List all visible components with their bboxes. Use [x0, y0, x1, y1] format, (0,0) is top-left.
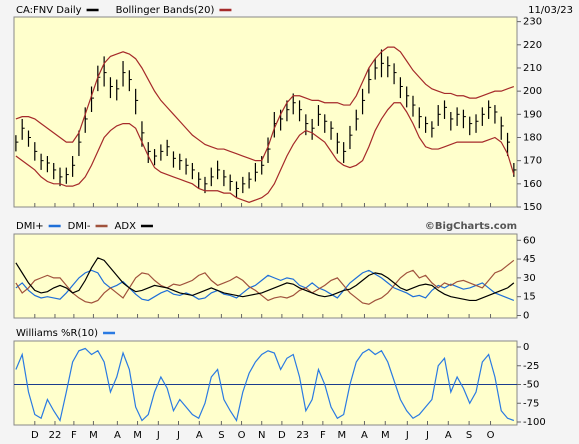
y-tick-label: 220 — [523, 40, 542, 51]
legend-label: CA:FNV Daily — [16, 5, 82, 16]
x-tick-label: F — [320, 430, 326, 441]
chart-date: 11/03/23 — [528, 5, 573, 16]
legend-label: DMI+ — [16, 221, 44, 232]
series-line — [15, 269, 515, 302]
y-tick-label: -50 — [523, 380, 539, 391]
x-tick-label: M — [337, 430, 346, 441]
x-tick-label: 23 — [296, 430, 309, 441]
legend-label: ADX — [115, 221, 137, 232]
y-tick-label: -100 — [523, 417, 546, 428]
panel — [13, 16, 518, 208]
y-tick-label: 15 — [523, 292, 536, 303]
x-tick-label: N — [258, 430, 265, 441]
y-tick-label: 180 — [523, 132, 542, 143]
x-tick-label: J — [156, 430, 160, 441]
y-tick-label: 170 — [523, 156, 542, 167]
x-tick-label: J — [405, 430, 409, 441]
x-tick-label: M — [381, 430, 390, 441]
watermark: ©BigCharts.com — [425, 221, 517, 232]
band-upper — [15, 46, 515, 162]
y-tick-label: 210 — [523, 63, 542, 74]
x-tick-label: A — [445, 430, 452, 441]
y-tick-label: 0 — [523, 310, 529, 321]
y-tick-label: 30 — [523, 273, 536, 284]
panel — [13, 233, 518, 319]
series-line — [15, 347, 515, 423]
legend-label: Williams %R(10) — [16, 328, 98, 339]
y-tick-label: 45 — [523, 254, 536, 265]
x-tick-label: F — [71, 430, 77, 441]
y-tick-label: 230 — [523, 17, 542, 28]
series-line — [15, 259, 515, 305]
legend-label: DMI- — [68, 221, 91, 232]
y-tick-label: -75 — [523, 398, 539, 409]
y-tick-label: 150 — [523, 202, 542, 213]
y-tick-label: 200 — [523, 86, 542, 97]
x-tick-label: D — [31, 430, 39, 441]
y-tick-label: 0 — [523, 342, 529, 353]
x-tick-label: O — [238, 430, 246, 441]
y-tick-label: 190 — [523, 109, 542, 120]
x-tick-label: J — [425, 430, 429, 441]
x-tick-label: A — [361, 430, 368, 441]
y-tick-label: -25 — [523, 361, 539, 372]
x-tick-label: 22 — [49, 430, 62, 441]
y-tick-label: 60 — [523, 235, 536, 246]
panel — [13, 340, 518, 426]
x-tick-label: M — [133, 430, 142, 441]
x-tick-label: S — [466, 430, 472, 441]
x-tick-label: M — [89, 430, 98, 441]
x-tick-label: A — [114, 430, 121, 441]
x-tick-label: S — [218, 430, 224, 441]
legend-label: Bollinger Bands(20) — [116, 5, 215, 16]
x-tick-label: J — [176, 430, 180, 441]
x-tick-label: D — [278, 430, 286, 441]
x-tick-label: O — [487, 430, 495, 441]
x-tick-label: A — [196, 430, 203, 441]
y-tick-label: 160 — [523, 179, 542, 190]
series-line — [15, 257, 515, 302]
band-lower — [15, 102, 515, 204]
